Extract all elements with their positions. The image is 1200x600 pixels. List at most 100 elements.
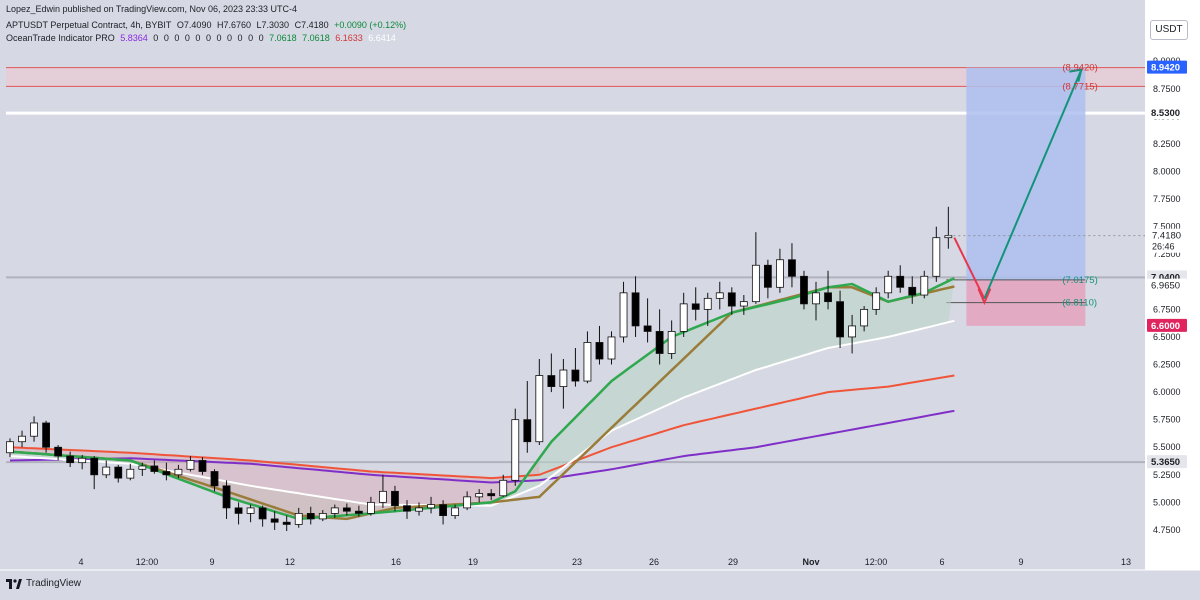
candle[interactable] — [631, 292, 640, 327]
candle[interactable] — [739, 301, 748, 307]
candle[interactable] — [511, 419, 520, 481]
indicator-value: 0 — [248, 33, 254, 43]
candle[interactable] — [403, 505, 411, 512]
candle[interactable] — [30, 422, 38, 437]
candle[interactable] — [66, 455, 75, 464]
candle[interactable] — [583, 342, 592, 382]
candle[interactable] — [42, 422, 50, 448]
candle[interactable] — [559, 369, 568, 387]
candle[interactable] — [595, 342, 604, 360]
candle[interactable] — [246, 507, 255, 514]
candle[interactable] — [499, 479, 508, 497]
candle[interactable] — [788, 259, 796, 277]
candle[interactable] — [174, 468, 183, 476]
candle[interactable] — [439, 504, 447, 517]
candle[interactable] — [715, 292, 724, 299]
candle[interactable] — [391, 490, 399, 507]
candle[interactable] — [643, 325, 652, 332]
candle[interactable] — [679, 303, 688, 332]
candle[interactable] — [126, 468, 135, 479]
candle[interactable] — [920, 275, 929, 296]
candle[interactable] — [186, 460, 195, 470]
target-zone[interactable] — [966, 67, 1086, 280]
candle[interactable] — [282, 521, 291, 525]
candle[interactable] — [667, 331, 676, 354]
candle[interactable] — [824, 292, 832, 303]
candle[interactable] — [703, 297, 712, 310]
y-tick-label: 6.5000 — [1153, 332, 1181, 342]
candle[interactable] — [691, 303, 700, 310]
ohlc-low: L7.3030 — [256, 20, 290, 30]
candle[interactable] — [102, 466, 111, 476]
ohlc-change: +0.0090 (+0.12%) — [334, 20, 407, 30]
symbol-title[interactable]: APTUSDT Perpetual Contract, 4h, BYBIT — [6, 20, 172, 30]
candle[interactable] — [6, 441, 14, 454]
candle[interactable] — [908, 286, 917, 296]
candle[interactable] — [318, 513, 327, 520]
symbol-line: APTUSDT Perpetual Contract, 4h, BYBIT O7… — [6, 20, 409, 30]
candle[interactable] — [451, 507, 460, 517]
candle[interactable] — [487, 493, 496, 497]
candle[interactable] — [727, 292, 736, 307]
candle[interactable] — [138, 465, 147, 470]
currency-button[interactable]: USDT — [1150, 20, 1188, 40]
candle[interactable] — [330, 507, 339, 514]
candle[interactable] — [872, 292, 881, 310]
candle[interactable] — [354, 510, 363, 514]
candle[interactable] — [896, 275, 905, 288]
ohlc-close: C7.4180 — [294, 20, 329, 30]
candle[interactable] — [366, 501, 375, 514]
x-tick-label: 16 — [391, 557, 401, 567]
candle[interactable] — [475, 493, 484, 498]
candle[interactable] — [198, 460, 207, 472]
candle[interactable] — [162, 471, 171, 476]
indicator-line: OceanTrade Indicator PRO 5.8364 0 0 0 0 … — [6, 33, 399, 43]
candle[interactable] — [18, 435, 26, 443]
candle[interactable] — [776, 259, 784, 288]
candle[interactable] — [234, 507, 243, 514]
candle[interactable] — [78, 457, 87, 464]
candle[interactable] — [342, 507, 351, 512]
candle[interactable] — [751, 264, 760, 303]
candle[interactable] — [210, 471, 219, 487]
candle[interactable] — [860, 308, 869, 327]
indicator-value: 0 — [163, 33, 169, 43]
candle[interactable] — [379, 490, 387, 503]
candle[interactable] — [294, 513, 303, 525]
candle[interactable] — [836, 301, 844, 338]
time-scale-panel[interactable] — [0, 555, 1145, 570]
price-badge-label: 6.9650 — [1151, 281, 1180, 292]
candle[interactable] — [222, 485, 231, 509]
candle[interactable] — [932, 237, 941, 277]
price-badge-label: 7.0400 — [1151, 272, 1180, 283]
x-tick-label: 26 — [649, 557, 659, 567]
candle[interactable] — [763, 264, 772, 288]
candle[interactable] — [523, 419, 532, 443]
candle[interactable] — [535, 375, 544, 443]
candle[interactable] — [54, 446, 63, 457]
candle[interactable] — [90, 457, 99, 476]
candle[interactable] — [270, 518, 279, 523]
candle[interactable] — [812, 292, 820, 305]
candle[interactable] — [800, 275, 808, 305]
candle[interactable] — [415, 507, 423, 512]
candle[interactable] — [655, 331, 664, 354]
green-arrow-head — [1069, 68, 1083, 82]
candle[interactable] — [571, 369, 580, 382]
candle[interactable] — [607, 336, 616, 360]
candle[interactable] — [848, 325, 856, 338]
candle[interactable] — [258, 507, 267, 520]
price-badge-label: 5.3650 — [1151, 457, 1180, 468]
indicator-name[interactable]: OceanTrade Indicator PRO — [6, 33, 115, 43]
candle[interactable] — [427, 504, 435, 509]
indicator-value: 7.0618 — [302, 33, 330, 43]
candle[interactable] — [150, 465, 159, 472]
candle[interactable] — [463, 496, 472, 509]
candle[interactable] — [114, 466, 123, 479]
candle[interactable] — [306, 513, 315, 520]
candle[interactable] — [547, 375, 556, 387]
candle[interactable] — [619, 292, 628, 338]
candle[interactable] — [884, 275, 893, 294]
